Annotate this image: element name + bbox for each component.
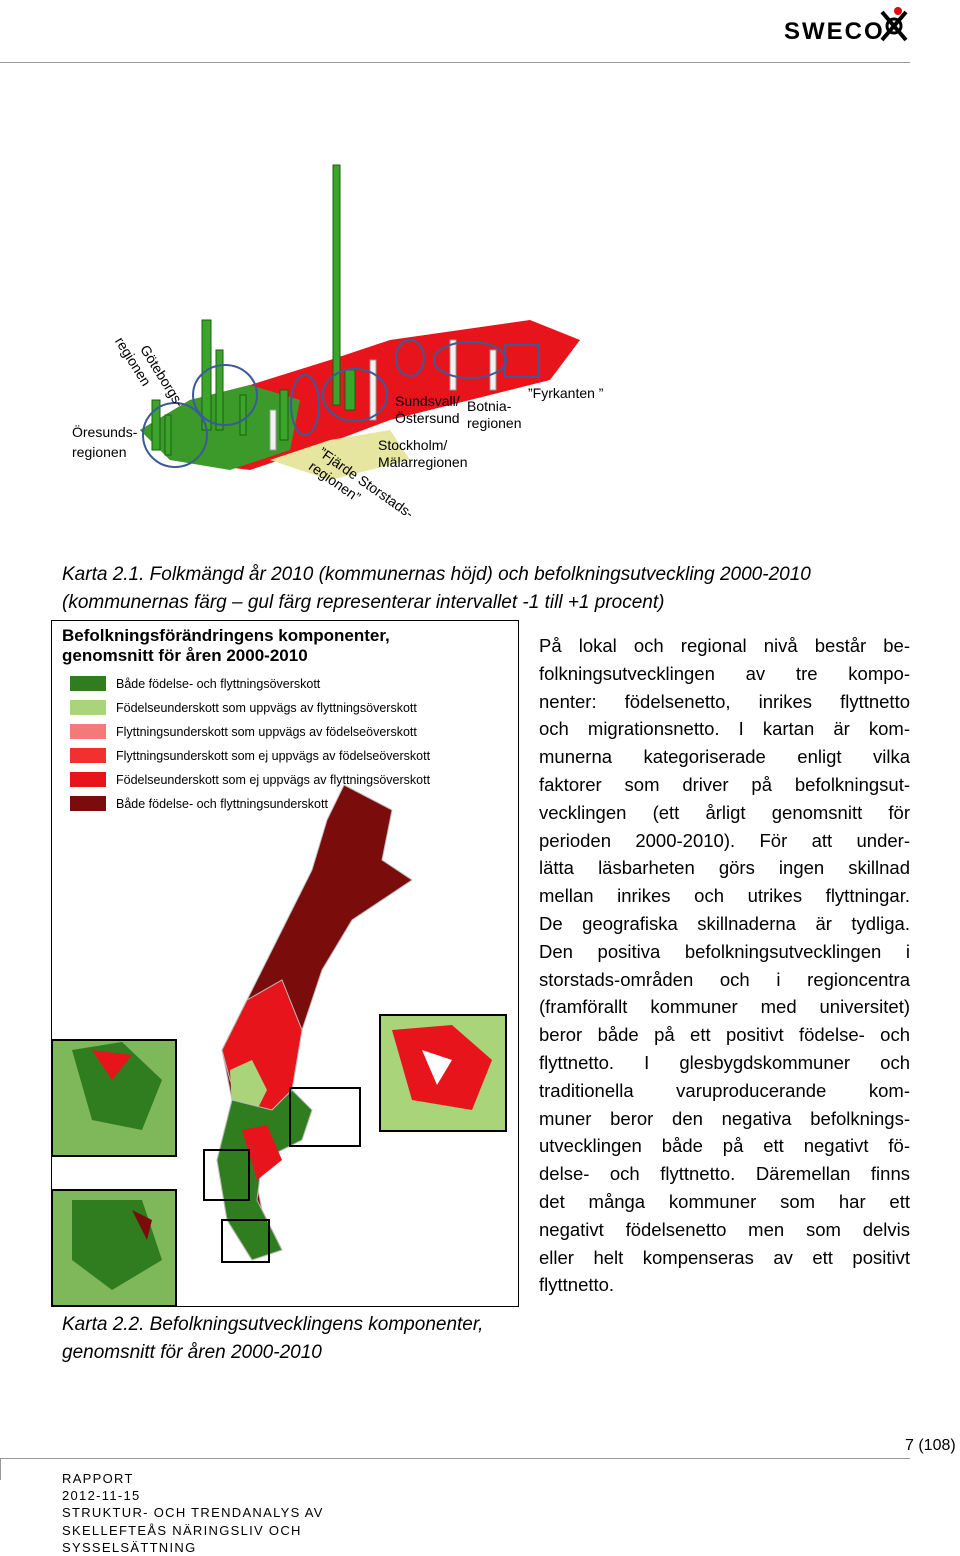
text-line: nenter: födelsenetto, inrikes flyttnetto — [539, 690, 910, 712]
footer-line: STRUKTUR- OCH TRENDANALYS AV — [62, 1505, 324, 1521]
footer-line: SKELLEFTEÅS NÄRINGSLIV OCH — [62, 1522, 302, 1538]
map-3d — [140, 164, 580, 480]
map-label: ”Fyrkanten ” — [528, 385, 604, 401]
legend-swatch — [70, 724, 106, 739]
text-line: Den positiva befolkningsutvecklingen i — [539, 940, 910, 962]
legend-swatch — [70, 700, 106, 715]
text-line: vecklingen (ett årligt genomsnitt för — [539, 801, 910, 823]
text-line: flyttnetto. I glesbygdskommuner och — [539, 1051, 910, 1073]
footer-line: RAPPORT — [62, 1471, 134, 1486]
footer-tick — [0, 1458, 1, 1480]
text-line: eller helt kompenseras av ett positivt — [539, 1246, 910, 1268]
legend-item: Födelseunderskott som ej uppvägs av flyt… — [70, 772, 430, 787]
legend-item: Både födelse- och flyttningsöverskott — [70, 676, 320, 691]
text-line: traditionella varuproducerande kom- — [539, 1079, 910, 1101]
logo: SWECO — [784, 18, 885, 45]
legend-label: Födelseunderskott som uppvägs av flyttni… — [116, 700, 417, 715]
map-label: Öresunds-regionen — [72, 424, 138, 460]
text-line: De geografiska skillnaderna är tydliga. — [539, 912, 910, 934]
text-line: beror både på ett positivt födelse- och — [539, 1024, 910, 1046]
text-line: folkningsutvecklingen av tre kompo- — [539, 662, 910, 684]
text-line: lätta läsbarheten görs ingen skillnad — [539, 857, 910, 879]
text-line: perioden 2000-2010). För att under- — [539, 829, 910, 851]
legend-swatch — [70, 796, 106, 811]
legend-item: Födelseunderskott som uppvägs av flyttni… — [70, 700, 417, 715]
legend-swatch — [70, 748, 106, 763]
text-line: flyttnetto. — [539, 1274, 615, 1296]
text-line: negativt födelsenetto men som delvis — [539, 1218, 910, 1240]
text-line: utvecklingen både på ett negativt fö- — [539, 1135, 910, 1157]
logo-icon — [880, 7, 908, 42]
footer-rule — [0, 1458, 910, 1459]
text-line: muner beror den negativa befolknings- — [539, 1107, 910, 1129]
map-label: Stockholm/Mälarregionen — [378, 437, 468, 470]
text-line: och migrationsnetto. I kartan är kom- — [539, 718, 910, 740]
text-line: (framförallt kommuner med universitet) — [539, 996, 910, 1018]
legend-item: Både födelse- och flyttningsunderskott — [70, 796, 328, 811]
page-number: 7 (108) — [905, 1437, 956, 1454]
map-sweden — [52, 784, 507, 1306]
text-line: faktorer som driver på befolkningsut- — [539, 773, 910, 795]
legend-title: Befolkningsförändringens komponenter, gen… — [62, 626, 390, 665]
legend-item: Flyttningsunderskott som uppvägs av föde… — [70, 724, 417, 739]
body-text: På lokal och regional nivå består be-fol… — [539, 632, 910, 1299]
footer-info: RAPPORT 2012-11-15 STRUKTUR- OCH TRENDANAL… — [62, 1470, 324, 1556]
legend-label: Flyttningsunderskott som ej uppvägs av f… — [116, 748, 431, 763]
figure-frame — [51, 620, 519, 1307]
figure-caption: Karta 2.1. Folkmängd år 2010 (kommunerna… — [62, 564, 811, 613]
figure-caption: Karta 2.2. Befolkningsutvecklingens komp… — [62, 1314, 484, 1363]
map-label: Botnia-regionen — [467, 398, 522, 431]
map-label: Sundsvall/Östersund — [395, 393, 460, 426]
text-line: det många kommuner som har ett — [539, 1190, 910, 1212]
text-line: munerna kategoriserade enligt vilka — [539, 746, 910, 768]
legend-label: Flyttningsunderskott som uppvägs av föde… — [116, 724, 417, 739]
footer-line: 2012-11-15 — [62, 1488, 141, 1504]
text-line: storstads-områden och i regioncentra — [539, 968, 910, 990]
text-line: På lokal och regional nivå består be- — [539, 635, 910, 656]
legend-item: Flyttningsunderskott som ej uppvägs av f… — [70, 748, 430, 763]
legend-label: Både födelse- och flyttningsöverskott — [116, 676, 321, 691]
footer-line: SYSSELSÄTTNING — [62, 1539, 197, 1555]
header-rule — [0, 62, 910, 63]
legend-label: Födelseunderskott som ej uppvägs av flyt… — [116, 772, 431, 787]
legend-swatch — [70, 676, 106, 691]
legend-swatch — [70, 772, 106, 787]
text-line: delse- och flyttnetto. Däremellan finns — [539, 1163, 910, 1185]
text-line: mellan inrikes och utrikes flyttningar. — [539, 885, 910, 907]
legend-label: Både födelse- och flyttningsunderskott — [116, 796, 328, 811]
